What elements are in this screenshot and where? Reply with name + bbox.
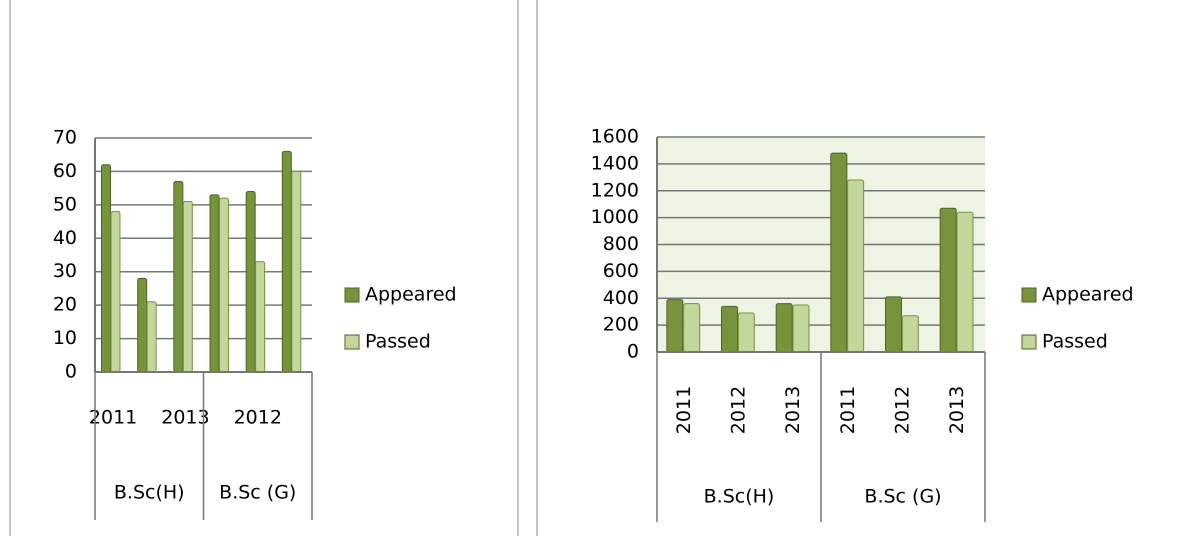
group-label: B.Sc(H) <box>114 482 185 504</box>
group-label: B.Sc (G) <box>864 486 941 508</box>
x-tick-label: 2011 <box>837 386 859 434</box>
bar <box>792 304 810 353</box>
y-tick-label: 0 <box>627 341 639 363</box>
x-tick-label: 2013 <box>782 386 804 434</box>
y-tick-label: 60 <box>53 160 77 182</box>
y-tick-label: 50 <box>53 193 77 215</box>
y-tick-label: 1000 <box>591 206 639 228</box>
bar <box>683 303 701 353</box>
plot-area <box>95 138 312 372</box>
legend-swatch <box>1021 334 1037 350</box>
legend-label: Appeared <box>1042 284 1134 306</box>
y-tick-label: 0 <box>65 361 77 383</box>
bar <box>245 190 256 373</box>
bar <box>939 207 957 353</box>
x-tick-label: 2011 <box>673 386 695 434</box>
x-tick-label: 2011 <box>89 407 137 429</box>
bar <box>737 312 755 353</box>
legend-label: Passed <box>365 331 431 353</box>
legend-swatch <box>344 334 360 350</box>
bar <box>255 261 266 373</box>
bar <box>666 299 684 353</box>
bar <box>101 164 112 373</box>
x-tick-label: 2013 <box>946 386 968 434</box>
bar <box>281 150 292 373</box>
y-tick-label: 20 <box>53 294 77 316</box>
legend-label: Passed <box>1042 331 1108 353</box>
bar <box>182 201 193 373</box>
y-tick-label: 1200 <box>591 179 639 201</box>
bar <box>901 315 919 353</box>
y-tick-label: 70 <box>53 127 77 149</box>
bar <box>137 277 148 373</box>
x-tick-label: 2012 <box>234 407 282 429</box>
panel <box>9 0 519 536</box>
y-tick-label: 40 <box>53 227 77 249</box>
group-label: B.Sc(H) <box>704 486 775 508</box>
y-tick-label: 600 <box>603 260 639 282</box>
y-tick-label: 1400 <box>591 152 639 174</box>
y-tick-label: 10 <box>53 327 77 349</box>
panel <box>536 0 538 536</box>
bar <box>885 296 903 353</box>
y-tick-label: 800 <box>603 233 639 255</box>
bar <box>209 194 220 373</box>
x-tick-label: 2012 <box>728 386 750 434</box>
y-tick-label: 400 <box>603 287 639 309</box>
bar <box>146 301 157 373</box>
group-label: B.Sc (G) <box>219 482 296 504</box>
x-tick-label: 2012 <box>892 386 914 434</box>
legend-swatch <box>344 287 360 303</box>
legend-label: Appeared <box>365 284 457 306</box>
bar <box>110 211 121 373</box>
bar <box>218 197 229 373</box>
bar <box>291 170 302 373</box>
y-tick-label: 30 <box>53 260 77 282</box>
y-tick-label: 1600 <box>591 126 639 148</box>
bar <box>775 303 793 353</box>
bar <box>847 179 865 353</box>
legend-swatch <box>1021 287 1037 303</box>
x-tick-label: 2013 <box>161 407 209 429</box>
bar <box>173 180 184 373</box>
bar <box>721 305 739 353</box>
y-tick-label: 200 <box>603 314 639 336</box>
bar <box>956 211 974 353</box>
bar <box>830 152 848 353</box>
